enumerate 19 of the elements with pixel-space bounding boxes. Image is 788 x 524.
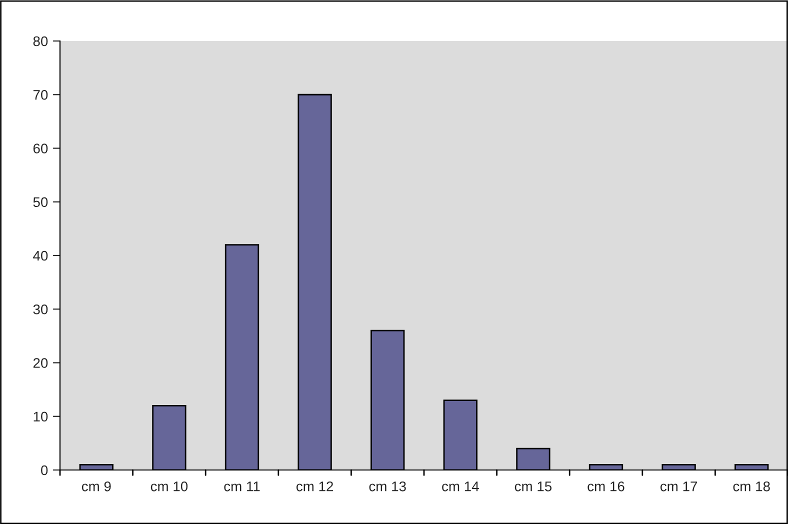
y-tick-label: 50 xyxy=(33,197,48,208)
y-tick-label: 80 xyxy=(33,36,48,46)
x-tick-label: cm 18 xyxy=(733,481,770,492)
y-tick-label: 10 xyxy=(34,412,48,422)
y-tick-label: 40 xyxy=(33,250,48,261)
x-tick-label: cm 15 xyxy=(514,482,552,492)
x-tick-label: cm 14 xyxy=(442,482,479,492)
x-tick-label: cm 12 xyxy=(296,481,334,492)
x-tick-label: cm 9 xyxy=(82,481,111,492)
x-tick-label: cm 11 xyxy=(224,482,260,492)
y-tick-label: 0 xyxy=(41,465,48,476)
y-tick-label: 20 xyxy=(33,358,48,368)
x-tick-label: cm 16 xyxy=(588,481,624,492)
x-tick-label: cm 17 xyxy=(660,482,698,492)
y-tick-label: 70 xyxy=(33,90,48,100)
y-tick-label: 30 xyxy=(33,304,48,314)
x-tick-label: cm 13 xyxy=(369,481,406,492)
x-tick-label: cm 10 xyxy=(150,481,188,492)
y-tick-label: 60 xyxy=(33,144,48,154)
